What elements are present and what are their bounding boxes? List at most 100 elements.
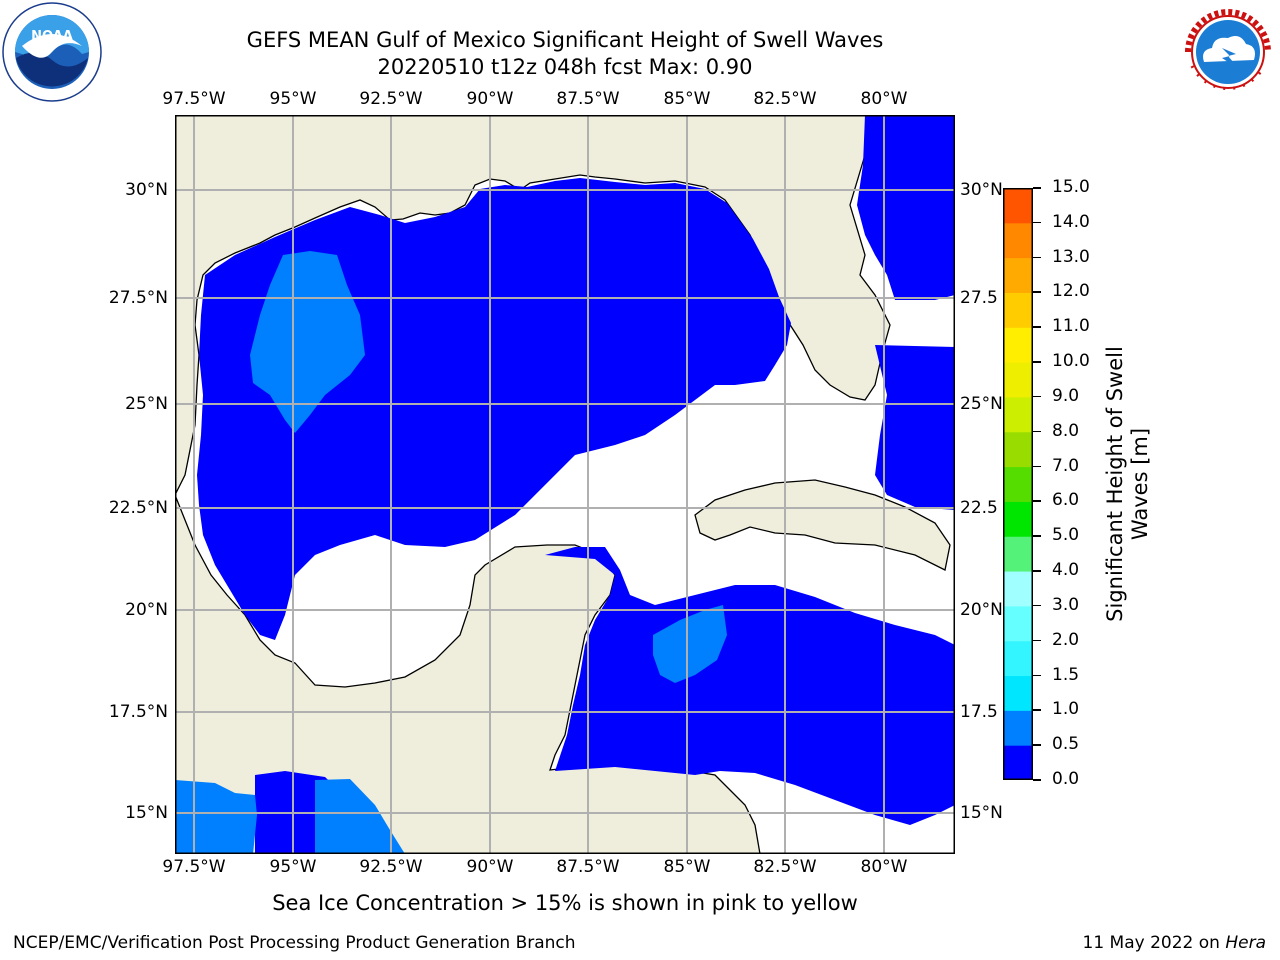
colorbar-segment: [1003, 431, 1033, 468]
colorbar-tick-label: 13.0: [1052, 246, 1090, 267]
colorbar-tick-label: 11.0: [1052, 316, 1090, 337]
land-cuba: [694, 479, 951, 571]
colorbar-tick-mark: [1033, 187, 1041, 189]
lon-tick-top: 90°W: [466, 89, 514, 109]
lon-tick-top: 97.5°W: [162, 89, 226, 109]
colorbar-tick-label: 0.0: [1052, 769, 1080, 789]
swell-height-map: [175, 115, 955, 854]
colorbar-segment: [1003, 292, 1033, 328]
lat-tick-right: 30°N: [960, 180, 1003, 200]
colorbar-segment: [1003, 536, 1033, 572]
colorbar-tick-label: 1.0: [1052, 699, 1080, 720]
lon-tick-bottom: 87.5°W: [556, 857, 620, 877]
colorbar-tick-label: 8.0: [1052, 420, 1080, 441]
lat-tick-right: 22.5: [960, 498, 998, 518]
lon-tick-top: 95°W: [269, 89, 317, 109]
colorbar-segment: [1003, 710, 1033, 746]
colorbar-tick-mark: [1033, 430, 1041, 433]
colorbar: [1003, 188, 1033, 780]
colorbar-tick-label: 5.0: [1052, 525, 1080, 546]
lat-tick-left: 17.5°N: [108, 702, 168, 722]
colorbar-segment: [1003, 466, 1033, 502]
lat-tick-left: 22.5°N: [108, 498, 168, 518]
lat-tick-right: 27.5: [960, 288, 998, 308]
colorbar-frame: [1003, 188, 1033, 780]
colorbar-segment: [1003, 362, 1033, 398]
lat-tick-left: 15°N: [125, 803, 168, 823]
svg-text:NOAA: NOAA: [31, 29, 73, 44]
colorbar-tick-mark: [1033, 291, 1041, 293]
colorbar-tick-mark: [1033, 779, 1041, 781]
colorbar-segment: [1003, 605, 1033, 642]
colorbar-tick-mark: [1033, 395, 1041, 398]
colorbar-tick-mark: [1033, 744, 1041, 746]
colorbar-tick-mark: [1033, 604, 1041, 607]
colorbar-tick-mark: [1033, 570, 1041, 572]
colorbar-tick-mark: [1033, 709, 1041, 711]
lon-tick-bottom: 97.5°W: [162, 857, 226, 877]
graticule: [175, 115, 955, 854]
colorbar-segment: [1003, 745, 1033, 780]
colorbar-tick-mark: [1033, 326, 1041, 328]
colorbar-tick-mark: [1033, 500, 1041, 502]
colorbar-tick-mark: [1033, 361, 1041, 363]
lon-tick-bottom: 95°W: [269, 857, 317, 877]
noaa-logo-icon: NOAA: [2, 2, 102, 102]
colorbar-segment: [1003, 675, 1033, 711]
colorbar-tick-mark: [1033, 221, 1041, 224]
national-weather-service-logo-icon: [1178, 2, 1278, 102]
colorbar-segment: [1003, 396, 1033, 433]
colorbar-tick-label: 6.0: [1052, 490, 1080, 511]
colorbar-segment: [1003, 501, 1033, 537]
sea-ice-note: Sea Ice Concentration > 15% is shown in …: [272, 891, 858, 915]
lat-tick-left: 30°N: [125, 180, 168, 200]
colorbar-tick-label: 9.0: [1052, 385, 1080, 406]
colorbar-segment: [1003, 640, 1033, 677]
colorbar-segment: [1003, 571, 1033, 607]
lon-tick-top: 80°W: [860, 89, 908, 109]
swell-0.5-1.0-regions: [175, 251, 727, 854]
colorbar-segment: [1003, 222, 1033, 259]
lat-tick-right: 15°N: [960, 803, 1003, 823]
lat-tick-right: 20°N: [960, 600, 1003, 620]
lon-tick-bottom: 85°W: [663, 857, 711, 877]
colorbar-segment: [1003, 188, 1033, 224]
lat-tick-right: 17.5: [960, 702, 998, 722]
colorbar-tick-mark: [1033, 535, 1041, 537]
footer-host: Hera: [1225, 933, 1266, 953]
colorbar-tick-label: 15.0: [1052, 177, 1090, 197]
colorbar-label: Significant Height of Swell Waves [m]: [1103, 284, 1153, 684]
lon-tick-bottom: 92.5°W: [359, 857, 423, 877]
colorbar-tick-mark: [1033, 674, 1041, 677]
lon-tick-top: 87.5°W: [556, 89, 620, 109]
footer-date-text: 11 May 2022 on: [1082, 933, 1226, 953]
colorbar-tick-mark: [1033, 465, 1041, 468]
map-frame: [175, 115, 955, 854]
lon-tick-top: 85°W: [663, 89, 711, 109]
colorbar-tick-label: 2.0: [1052, 629, 1080, 650]
colorbar-tick-label: 7.0: [1052, 455, 1080, 476]
footer-credit: NCEP/EMC/Verification Post Processing Pr…: [13, 933, 576, 953]
lat-tick-left: 25°N: [125, 394, 168, 414]
colorbar-tick-label: 0.5: [1052, 734, 1080, 755]
colorbar-tick-label: 14.0: [1052, 211, 1090, 232]
colorbar-tick-mark: [1033, 256, 1041, 259]
lat-tick-left: 20°N: [125, 600, 168, 620]
lon-tick-bottom: 90°W: [466, 857, 514, 877]
map-subtitle: 20220510 t12z 048h fcst Max: 0.90: [377, 55, 753, 79]
colorbar-tick-mark: [1033, 639, 1041, 642]
colorbar-tick-label: 12.0: [1052, 281, 1090, 302]
lon-tick-bottom: 82.5°W: [753, 857, 817, 877]
colorbar-tick-label: 10.0: [1052, 351, 1090, 372]
colorbar-tick-label: 4.0: [1052, 560, 1080, 581]
land-usa-mexico: [175, 115, 955, 496]
lat-tick-left: 27.5°N: [108, 288, 168, 308]
lat-tick-right: 25°N: [960, 394, 1003, 414]
footer-date: 11 May 2022 on Hera: [1083, 933, 1267, 953]
colorbar-tick-label: 1.5: [1052, 664, 1080, 685]
colorbar-tick-label: 3.0: [1052, 594, 1080, 615]
colorbar-label-line1: Significant Height of Swell: [1103, 346, 1127, 622]
lon-tick-top: 82.5°W: [753, 89, 817, 109]
colorbar-segment: [1003, 327, 1033, 363]
colorbar-label-line2: Waves [m]: [1128, 427, 1152, 541]
